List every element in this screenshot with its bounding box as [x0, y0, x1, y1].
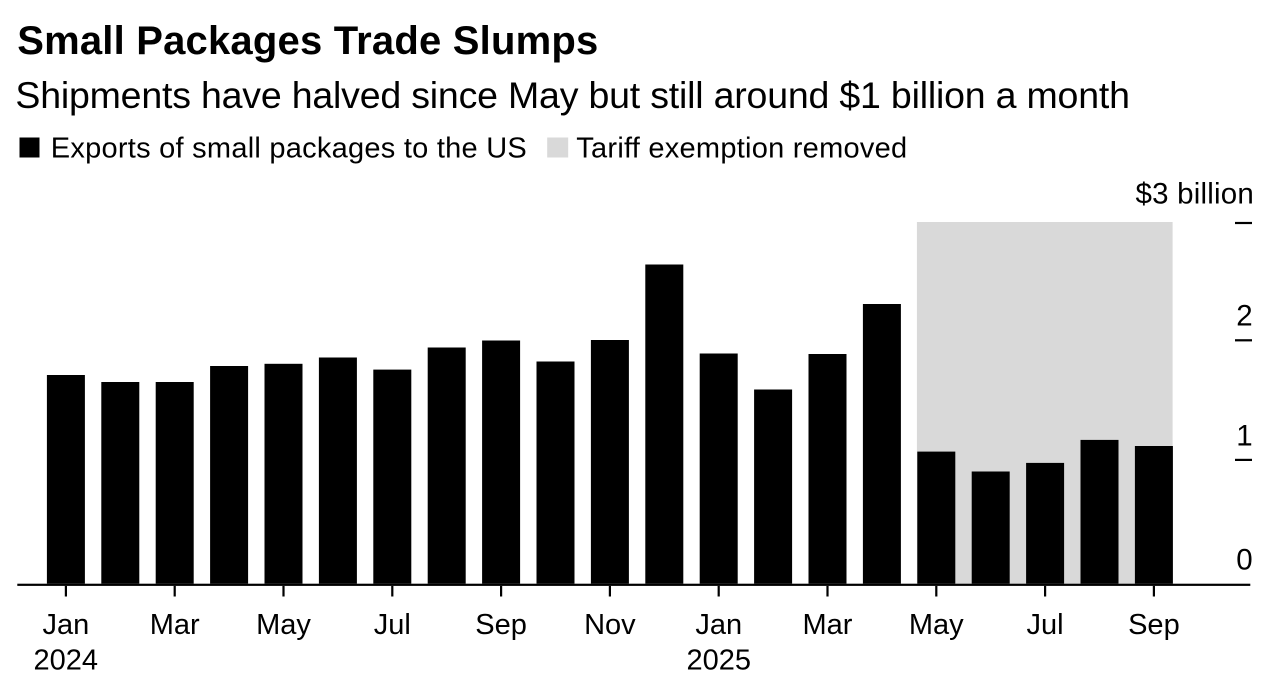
svg-text:Jul: Jul — [374, 609, 411, 641]
svg-text:Tariff exemption removed: Tariff exemption removed — [576, 133, 907, 165]
svg-text:Shipments have halved since Ma: Shipments have halved since May but stil… — [15, 74, 1129, 116]
svg-text:Nov: Nov — [584, 609, 636, 641]
svg-text:Jul: Jul — [1027, 609, 1064, 641]
svg-text:May: May — [909, 609, 964, 641]
svg-text:Sep: Sep — [1128, 609, 1180, 641]
svg-text:Sep: Sep — [475, 609, 527, 641]
svg-text:Jan: Jan — [43, 609, 90, 641]
svg-text:0: 0 — [1236, 544, 1252, 577]
svg-text:1: 1 — [1236, 420, 1252, 453]
svg-text:Exports of small packages to t: Exports of small packages to the US — [51, 133, 527, 165]
svg-text:2025: 2025 — [686, 644, 751, 676]
svg-text:$3 billion: $3 billion — [1136, 178, 1254, 211]
svg-text:Mar: Mar — [803, 609, 853, 641]
svg-text:Mar: Mar — [150, 609, 200, 641]
svg-text:May: May — [256, 609, 311, 641]
svg-text:Jan: Jan — [695, 609, 742, 641]
svg-text:2: 2 — [1236, 300, 1252, 333]
svg-text:2024: 2024 — [33, 644, 98, 676]
svg-text:Small Packages Trade Slumps: Small Packages Trade Slumps — [17, 19, 598, 63]
